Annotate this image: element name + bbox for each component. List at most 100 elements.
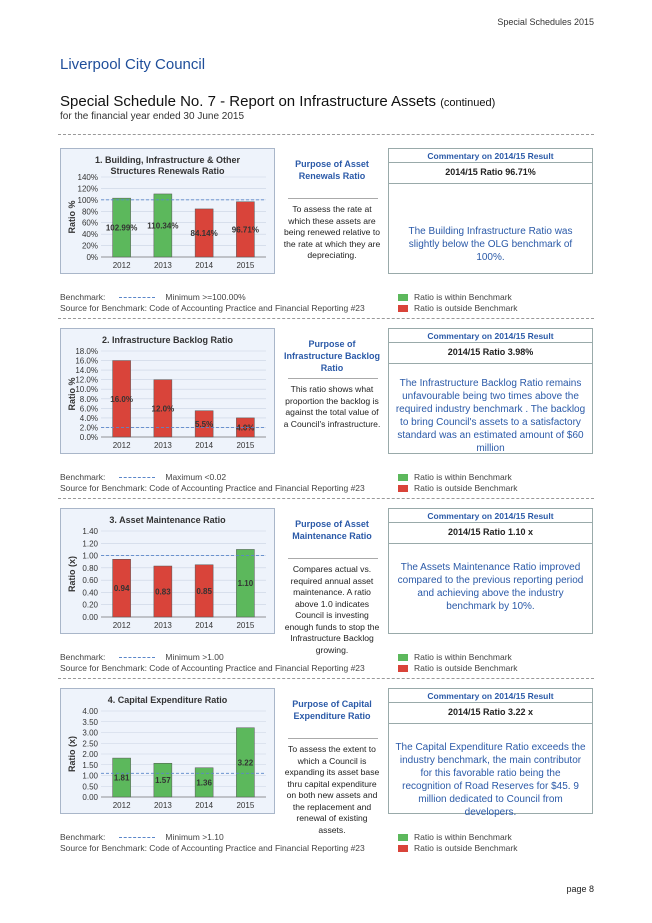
legend-outside-text: Ratio is outside Benchmark <box>414 303 518 313</box>
benchmark-text: Maximum <0.02 <box>165 472 227 482</box>
x-tick-label: 2013 <box>154 801 172 810</box>
benchmark-source: Source for Benchmark: Code of Accounting… <box>60 663 365 673</box>
purpose-text: Compares actual vs. required annual asse… <box>284 564 380 655</box>
schedule-title-suffix: (continued) <box>440 97 496 109</box>
purpose-text: To assess the rate at which these assets… <box>283 204 381 260</box>
bar-data-label: 0.85 <box>196 587 212 596</box>
legend-outside-text: Ratio is outside Benchmark <box>414 483 518 493</box>
bar-data-label: 0.94 <box>114 584 130 593</box>
legend-within-text: Ratio is within Benchmark <box>414 292 512 302</box>
benchmark-line-sample <box>119 837 156 839</box>
bar-data-label: 5.5% <box>195 420 213 429</box>
y-tick-label: 1.20 <box>82 539 98 548</box>
y-tick-label: 0.00 <box>82 613 98 622</box>
x-tick-label: 2014 <box>195 261 213 270</box>
bar <box>194 564 214 618</box>
x-tick-label: 2012 <box>113 441 131 450</box>
commentary-heading: Commentary on 2014/15 Result <box>427 151 554 161</box>
x-tick-label: 2012 <box>113 801 131 810</box>
x-tick-label: 2015 <box>236 441 254 450</box>
x-tick-label: 2015 <box>236 621 254 630</box>
y-tick-label: 2.00 <box>82 750 98 759</box>
y-tick-label: 4.00 <box>82 707 98 716</box>
benchmark-source: Source for Benchmark: Code of Accounting… <box>60 843 365 853</box>
bar <box>194 410 214 438</box>
chart-title: 1. Building, Infrastructure & Other Stru… <box>94 155 240 176</box>
purpose-title: Purpose of Asset Maintenance Ratio <box>292 519 372 541</box>
council-name: Liverpool City Council <box>60 56 206 73</box>
bar-data-label: 1.57 <box>155 776 171 785</box>
y-tick-label: 60% <box>82 219 98 228</box>
y-tick-label: 2.50 <box>82 739 98 748</box>
benchmark-text: Minimum >1.00 <box>165 652 224 662</box>
benchmark-text: Minimum >=100.00% <box>165 292 246 302</box>
y-tick-label: 0.60 <box>82 576 98 585</box>
commentary-box: Commentary on 2014/15 Result 2014/15 Rati… <box>388 688 593 818</box>
divider <box>58 678 594 679</box>
benchmark-row: Benchmark: Maximum <0.02 <box>60 472 226 482</box>
schedule-title: Special Schedule No. 7 - Report on Infra… <box>60 93 495 110</box>
page-number: page 8 <box>566 884 594 894</box>
legend-swatch-red <box>398 845 408 853</box>
commentary-ratio-row: 2014/15 Ratio 3.98% <box>389 342 592 364</box>
x-tick-label: 2013 <box>154 441 172 450</box>
benchmark-source: Source for Benchmark: Code of Accounting… <box>60 483 365 493</box>
legend-within-text: Ratio is within Benchmark <box>414 472 512 482</box>
commentary-ratio: 2014/15 Ratio 3.98% <box>447 347 534 357</box>
bar <box>153 379 173 438</box>
legend-outside: Ratio is outside Benchmark <box>398 303 517 313</box>
purpose-divider <box>288 738 378 739</box>
legend-within: Ratio is within Benchmark <box>398 652 512 662</box>
x-tick-label: 2012 <box>113 621 131 630</box>
purpose-title: Purpose of Capital Expenditure Ratio <box>292 699 372 721</box>
header-right: Special Schedules 2015 <box>497 17 594 27</box>
commentary-heading: Commentary on 2014/15 Result <box>427 511 554 521</box>
y-tick-label: 1.00 <box>82 552 98 561</box>
y-tick-label: 8.0% <box>80 395 98 404</box>
bar-chart: 0.00 0.20 0.40 0.60 0.80 1.00 1.20 1.40 Ratio (x… <box>67 527 266 630</box>
bar-data-label: 84.14% <box>191 229 218 238</box>
bar <box>153 193 173 258</box>
legend-swatch-red <box>398 305 408 313</box>
legend-within: Ratio is within Benchmark <box>398 292 512 302</box>
legend-within-text: Ratio is within Benchmark <box>414 832 512 842</box>
legend-outside: Ratio is outside Benchmark <box>398 663 517 673</box>
y-tick-label: 4.0% <box>80 414 98 423</box>
benchmark-row: Benchmark: Minimum >1.00 <box>60 652 224 662</box>
bar-data-label: 16.0% <box>110 395 133 404</box>
commentary-ratio: 2014/15 Ratio 96.71% <box>445 167 536 177</box>
legend-swatch-green <box>398 654 408 662</box>
x-tick-label: 2015 <box>236 801 254 810</box>
bar <box>112 360 131 438</box>
bar-data-label: 102.99% <box>106 224 138 233</box>
commentary-ratio: 2014/15 Ratio 3.22 x <box>447 707 534 717</box>
benchmark-text: Minimum >1.10 <box>165 832 224 842</box>
x-tick-label: 2014 <box>195 441 213 450</box>
legend-swatch-red <box>398 665 408 673</box>
y-tick-label: 0.20 <box>82 601 98 610</box>
y-tick-label: 2.0% <box>80 423 98 432</box>
schedule-title-text: Special Schedule No. 7 - Report on Infra… <box>60 93 437 110</box>
y-tick-label: 18.0% <box>75 347 98 356</box>
purpose-divider <box>288 378 378 379</box>
chart-panel: 3. Asset Maintenance Ratio 0.00 0.20 0.40 0.… <box>60 508 275 634</box>
schedule-subtitle: for the financial year ended 30 June 201… <box>60 111 245 122</box>
y-tick-label: 3.50 <box>82 718 98 727</box>
y-tick-label: 80% <box>82 207 98 216</box>
y-tick-label: 20% <box>82 242 98 251</box>
purpose-title: Purpose of Infrastructure Backlog Ratio <box>283 339 381 373</box>
benchmark-line-sample <box>119 657 156 659</box>
bar <box>153 565 173 618</box>
bar <box>112 559 131 618</box>
chart-title: 3. Asset Maintenance Ratio <box>109 515 226 525</box>
y-tick-label: 1.40 <box>82 527 98 536</box>
commentary-text: The Infrastructure Backlog Ratio remains… <box>395 378 586 454</box>
bar-data-label: 3.22 <box>238 758 254 767</box>
y-tick-label: 40% <box>82 230 98 239</box>
bar-data-label: 0.83 <box>155 588 171 597</box>
bar-data-label: 12.0% <box>152 404 175 413</box>
bar <box>236 727 255 798</box>
divider <box>58 498 594 499</box>
divider <box>58 318 594 319</box>
commentary-ratio-row: 2014/15 Ratio 3.22 x <box>389 702 592 724</box>
